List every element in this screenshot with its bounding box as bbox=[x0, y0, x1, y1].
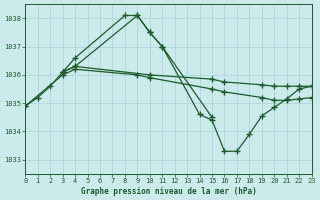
X-axis label: Graphe pression niveau de la mer (hPa): Graphe pression niveau de la mer (hPa) bbox=[81, 187, 256, 196]
